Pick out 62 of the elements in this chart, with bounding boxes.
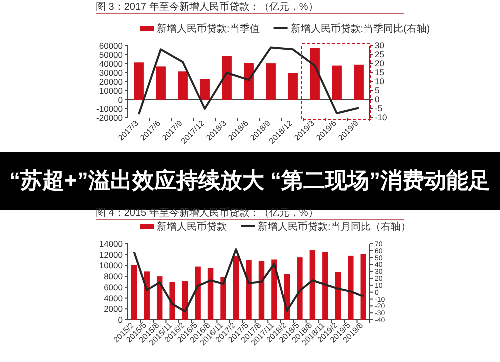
y-tick-label: 30000 (99, 68, 124, 78)
y-tick-label: 2000 (104, 304, 124, 314)
bar (132, 265, 138, 320)
y-tick-label: 40000 (99, 59, 124, 69)
bar (134, 62, 144, 100)
bar (220, 277, 226, 320)
bar (266, 64, 276, 100)
chart-title: 图 4：2015 年至今新增人民币贷款：（亿元，%） (96, 207, 318, 219)
bar (258, 261, 265, 320)
bar (297, 258, 303, 320)
y2-tick-label: 20 (375, 58, 385, 68)
y2-tick-label: -5 (375, 104, 383, 114)
chart-title: 图 3：2017 年至今新增人民币贷款：（亿元，%） (96, 1, 318, 13)
y2-tick-label: 15 (375, 68, 385, 78)
legend-label: 新增人民币贷款:当季同比(右轴) (290, 23, 430, 35)
y-tick-label: 6000 (104, 282, 124, 292)
y2-tick-label: 5 (375, 86, 380, 96)
bar (233, 256, 240, 320)
y-tick-label: 60000 (99, 41, 124, 51)
bar (360, 254, 366, 320)
bar (310, 48, 320, 100)
y-tick-label: 14000 (99, 239, 124, 249)
bar (288, 73, 298, 100)
bar (144, 272, 150, 320)
bar (272, 260, 278, 320)
text: “苏超+”溢出效应持续放大 “第二现场”消费动能足 (10, 168, 490, 193)
bar (354, 64, 364, 100)
y-tick-label: -10000 (96, 104, 124, 114)
bar (200, 79, 210, 100)
bar (246, 260, 252, 320)
y2-tick-label: -10 (375, 112, 388, 122)
bar (310, 250, 316, 320)
y-tick-label: 0 (118, 95, 124, 105)
y-tick-label: 0 (118, 315, 124, 325)
bar (244, 63, 254, 100)
y2-tick-label: 10 (375, 76, 385, 86)
y-tick-label: -20000 (96, 113, 124, 123)
y-tick-label: 4000 (104, 293, 124, 304)
bar (170, 282, 176, 320)
bar (332, 66, 342, 100)
bar (322, 252, 328, 320)
legend-label: 新增人民币贷款:当季值 (157, 23, 260, 35)
bar (208, 268, 214, 320)
bar (178, 72, 188, 100)
legend-label: 新增人民币贷款 (157, 221, 227, 233)
bar (222, 56, 232, 100)
y2-tick-label: 30 (375, 40, 385, 50)
y2-tick-label: 0 (375, 94, 380, 104)
y-tick-label: 50000 (99, 50, 124, 60)
y-tick-label: 10000 (99, 260, 124, 271)
line-series (133, 248, 365, 313)
legend-label: 新增人民币贷款:当月同比（右轴） (258, 221, 411, 233)
y-tick-label: 20000 (99, 77, 124, 87)
y-tick-label: 10000 (99, 86, 124, 96)
bar (335, 272, 342, 320)
y2-tick-label: 25 (375, 50, 385, 60)
line-series (138, 46, 360, 116)
y-tick-label: 8000 (104, 272, 124, 282)
y-tick-label: 12000 (99, 250, 124, 260)
bar (348, 256, 354, 320)
bar (195, 266, 201, 320)
bar (156, 66, 166, 100)
